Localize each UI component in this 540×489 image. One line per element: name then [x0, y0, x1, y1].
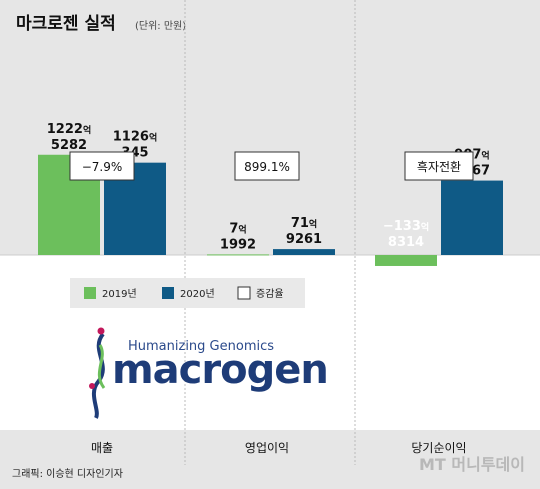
macrogen-logo: Humanizing Genomics macrogen: [89, 327, 329, 419]
badges-group: −7.9% 899.1% 흑자전환: [69, 151, 474, 181]
badge-sales: [69, 151, 135, 181]
legend-label-2020: 2020년: [180, 288, 215, 300]
legend: 2019년 2020년 증감율: [70, 278, 305, 308]
data-label-sales-2019년-top: 1222억: [47, 122, 91, 137]
data-label-sales-2020년-top: 1126억: [113, 130, 157, 145]
legend-swatch-2019: [84, 287, 96, 299]
badge-net: [404, 151, 474, 181]
watermark-text: MT 머니투데이: [419, 455, 525, 474]
legend-swatch-change: [237, 286, 251, 300]
legend-label-2019: 2019년: [102, 288, 137, 300]
data-label-net-2019년-top: −133억: [383, 219, 429, 234]
logo-helix-accent-icon: [97, 344, 106, 389]
logo-tagline: Humanizing Genomics: [128, 339, 274, 354]
credit-text: 그래픽: 이승현 디자인기자: [12, 468, 123, 480]
logo-helix-icon: [92, 332, 105, 419]
category-label-sales: 매출: [91, 441, 113, 455]
data-label-operating-2019년-bottom: 1992: [220, 237, 256, 252]
legend-box: [70, 278, 305, 308]
footer-panel: [0, 430, 540, 489]
legend-label-change: 증감율: [256, 288, 284, 300]
badge-sales-text: −7.9%: [82, 160, 123, 174]
logo-dot2-icon: [89, 383, 95, 389]
data-label-operating-2019년-top: 7억: [229, 221, 246, 236]
logo-dot-icon: [97, 327, 105, 335]
badge-operating-text: 899.1%: [244, 160, 290, 174]
category-label-net: 당기순이익: [411, 441, 466, 455]
category-label-operating: 영업이익: [245, 441, 289, 455]
data-label-sales-2019년-bottom: 5282: [51, 138, 87, 153]
data-label-net-2019년-bottom: 8314: [388, 235, 424, 250]
chart-title: 마크로젠 실적: [16, 14, 116, 34]
data-label-operating-2020년-top: 71억: [291, 216, 317, 231]
bar-operating-2019년: [207, 254, 269, 256]
bar-net-2019년: [375, 255, 437, 266]
badge-net-text: 흑자전환: [417, 160, 461, 174]
data-label-operating-2020년-bottom: 9261: [286, 232, 322, 247]
badge-operating: [234, 151, 300, 181]
bar-net-2020년: [441, 180, 503, 255]
bar-operating-2020년: [273, 249, 335, 255]
legend-swatch-2020: [162, 287, 174, 299]
logo-wordmark: macrogen: [112, 347, 328, 393]
chart-unit: (단위: 만원): [135, 19, 186, 32]
